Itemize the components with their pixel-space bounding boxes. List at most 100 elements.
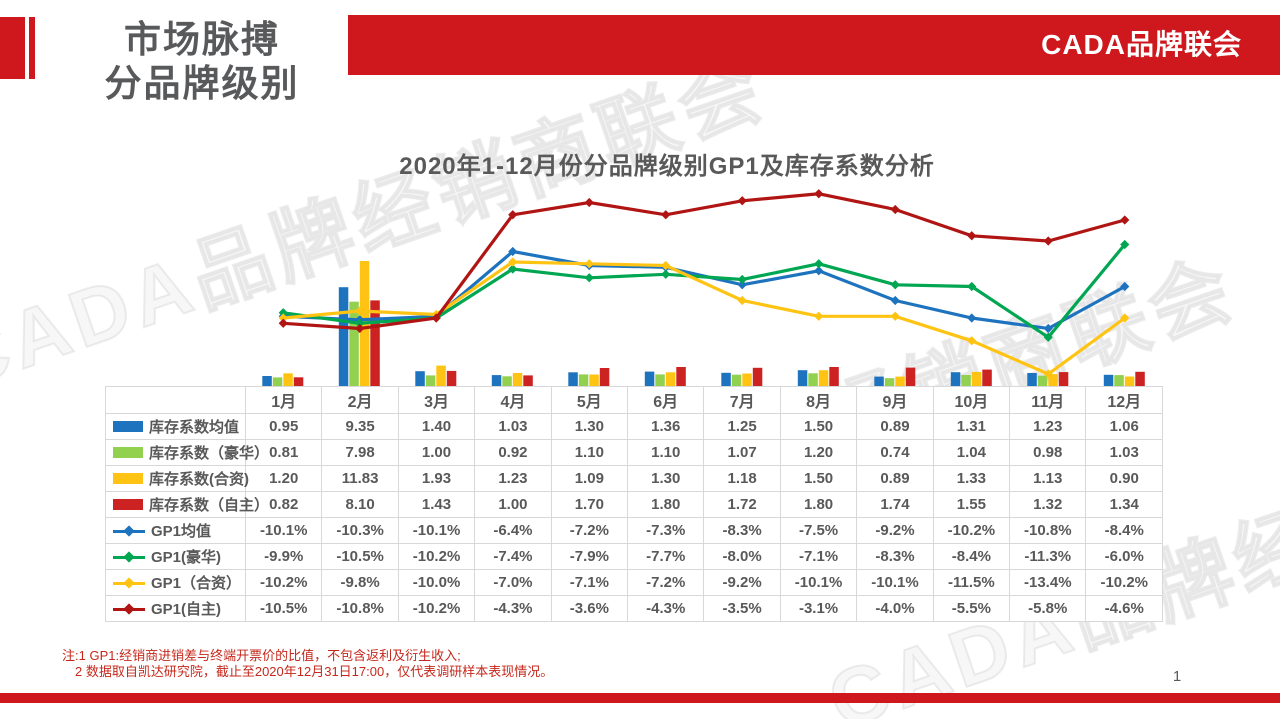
table-cell: -7.2%	[627, 569, 705, 596]
table-cell: -11.5%	[932, 569, 1011, 596]
table-cell: -10.0%	[397, 569, 476, 596]
table-cell: 1.80	[779, 491, 858, 518]
marker-GP1(豪华)-1月	[278, 308, 288, 318]
table-cell: -4.3%	[474, 595, 552, 622]
table-cell: -10.1%	[244, 517, 323, 544]
month-header: 2月	[321, 386, 399, 414]
legend-cell: GP1(豪华)	[105, 543, 246, 570]
marker-GP1(自主)-3月	[431, 313, 441, 323]
bar-swatch-icon	[113, 447, 143, 458]
bar-库存系数均值-12月	[1103, 374, 1114, 386]
marker-GP1（合资）-6月	[661, 260, 671, 271]
bar-库存系数（豪华）-12月	[1114, 375, 1124, 386]
table-row: GP1（合资） -10.2% -9.8% -10.0% -7.0% -7.1% -7.2% -…	[105, 569, 1163, 596]
marker-GP1均值-10月	[967, 313, 977, 323]
bar-swatch-icon	[113, 421, 143, 432]
marker-GP1(自主)-10月	[967, 231, 977, 241]
table-cell: 1.00	[397, 439, 476, 466]
table-cell: -10.1%	[397, 517, 476, 544]
table-cell: 1.43	[397, 491, 476, 518]
table-row: GP1(豪华) -9.9% -10.5% -10.2% -7.4% -7.9% -7.7% -…	[105, 543, 1163, 570]
bar-库存系数（豪华）-4月	[502, 376, 512, 386]
table-cell: -7.0%	[474, 569, 552, 596]
marker-GP1（合资）-8月	[814, 311, 824, 321]
bar-库存系数(合资)-12月	[1124, 376, 1135, 386]
table-cell: -6.0%	[1085, 543, 1163, 570]
table-row: 库存系数（自主） 0.82 8.10 1.43 1.00 1.70 1.80 1.72 1.80…	[105, 491, 1163, 518]
combo-chart	[262, 189, 1145, 386]
series-label: 库存系数（自主）	[149, 497, 270, 514]
month-header: 8月	[779, 386, 858, 414]
marker-GP1均值-7月	[737, 280, 747, 290]
month-header: 6月	[627, 386, 705, 414]
bar-库存系数(合资)-1月	[283, 373, 293, 386]
bar-库存系数均值-9月	[874, 376, 884, 386]
table-cell: 1.33	[932, 465, 1011, 492]
table-cell: -4.3%	[627, 595, 705, 622]
table-cell: -8.3%	[856, 543, 934, 570]
marker-GP1(自主)-11月	[1043, 236, 1053, 246]
table-cell: 1.20	[244, 465, 323, 492]
table-cell: -8.4%	[1085, 517, 1163, 544]
bar-库存系数均值-3月	[415, 371, 425, 386]
table-cell: 1.23	[474, 465, 552, 492]
table-cell: 1.07	[703, 439, 781, 466]
marker-GP1(豪华)-5月	[584, 273, 594, 283]
table-cell: -3.1%	[779, 595, 858, 622]
bar-库存系数(合资)-9月	[895, 376, 905, 386]
bar-库存系数（自主）-8月	[829, 367, 839, 386]
series-label: GP1均值	[151, 523, 212, 540]
table-cell: -10.8%	[1009, 517, 1087, 544]
table-cell: -5.8%	[1009, 595, 1087, 622]
table-cell: -4.0%	[856, 595, 934, 622]
marker-GP1（合资）-9月	[890, 311, 900, 321]
legend-cell: 库存系数(合资)	[105, 465, 249, 492]
series-label: GP1(豪华)	[151, 549, 222, 566]
bar-库存系数（豪华）-5月	[578, 374, 589, 386]
legend-cell: 库存系数（豪华）	[105, 439, 269, 466]
table-cell: -10.5%	[244, 595, 323, 622]
bar-库存系数均值-1月	[262, 376, 272, 386]
table-cell: 1.10	[627, 439, 705, 466]
bar-库存系数（自主）-6月	[676, 367, 686, 386]
table-cell: 0.92	[474, 439, 552, 466]
series-label: GP1（合资）	[151, 575, 242, 592]
table-cell: -7.1%	[779, 543, 858, 570]
table-cell: 1.74	[856, 491, 934, 518]
table-header-empty	[105, 386, 246, 414]
marker-GP1(自主)-9月	[890, 204, 900, 215]
page-title-line2: 分品牌级别	[104, 63, 300, 104]
bar-swatch-icon	[113, 499, 143, 510]
bar-库存系数(合资)-11月	[1048, 374, 1058, 386]
table-cell: 0.90	[1085, 465, 1163, 492]
bar-库存系数均值-10月	[950, 372, 961, 386]
table-cell: -10.2%	[244, 569, 323, 596]
table-cell: 1.72	[703, 491, 781, 518]
table-cell: 1.31	[932, 413, 1011, 440]
legend-cell: 库存系数（自主）	[105, 491, 269, 518]
table-cell: 1.50	[779, 413, 858, 440]
table-cell: 1.80	[627, 491, 705, 518]
table-cell: -7.1%	[550, 569, 629, 596]
table-cell: -7.7%	[627, 543, 705, 570]
marker-GP1（合资）-7月	[737, 295, 747, 306]
table-cell: -10.3%	[321, 517, 399, 544]
series-label: 库存系数（豪华）	[149, 445, 270, 462]
table-cell: -10.2%	[932, 517, 1011, 544]
table-cell: -7.9%	[550, 543, 629, 570]
table-cell: 1.36	[627, 413, 705, 440]
table-cell: 0.95	[244, 413, 323, 440]
marker-GP1（合资）-2月	[355, 306, 365, 316]
table-cell: 1.30	[550, 413, 629, 440]
table-cell: -9.9%	[244, 543, 323, 570]
legend-cell: 库存系数均值	[105, 413, 246, 440]
table-cell: 1.70	[550, 491, 629, 518]
table-cell: 0.89	[856, 465, 934, 492]
marker-GP1(自主)-4月	[508, 210, 518, 220]
banner-text: CADA品牌联会	[1041, 29, 1242, 60]
line-GP1（合资）	[283, 260, 1126, 376]
table-cell: -10.2%	[397, 543, 476, 570]
table-row: 库存系数（豪华） 0.81 7.98 1.00 0.92 1.10 1.10 1.07 1.20…	[105, 439, 1163, 466]
bar-库存系数（豪华）-1月	[272, 377, 283, 386]
table-cell: -3.6%	[550, 595, 629, 622]
